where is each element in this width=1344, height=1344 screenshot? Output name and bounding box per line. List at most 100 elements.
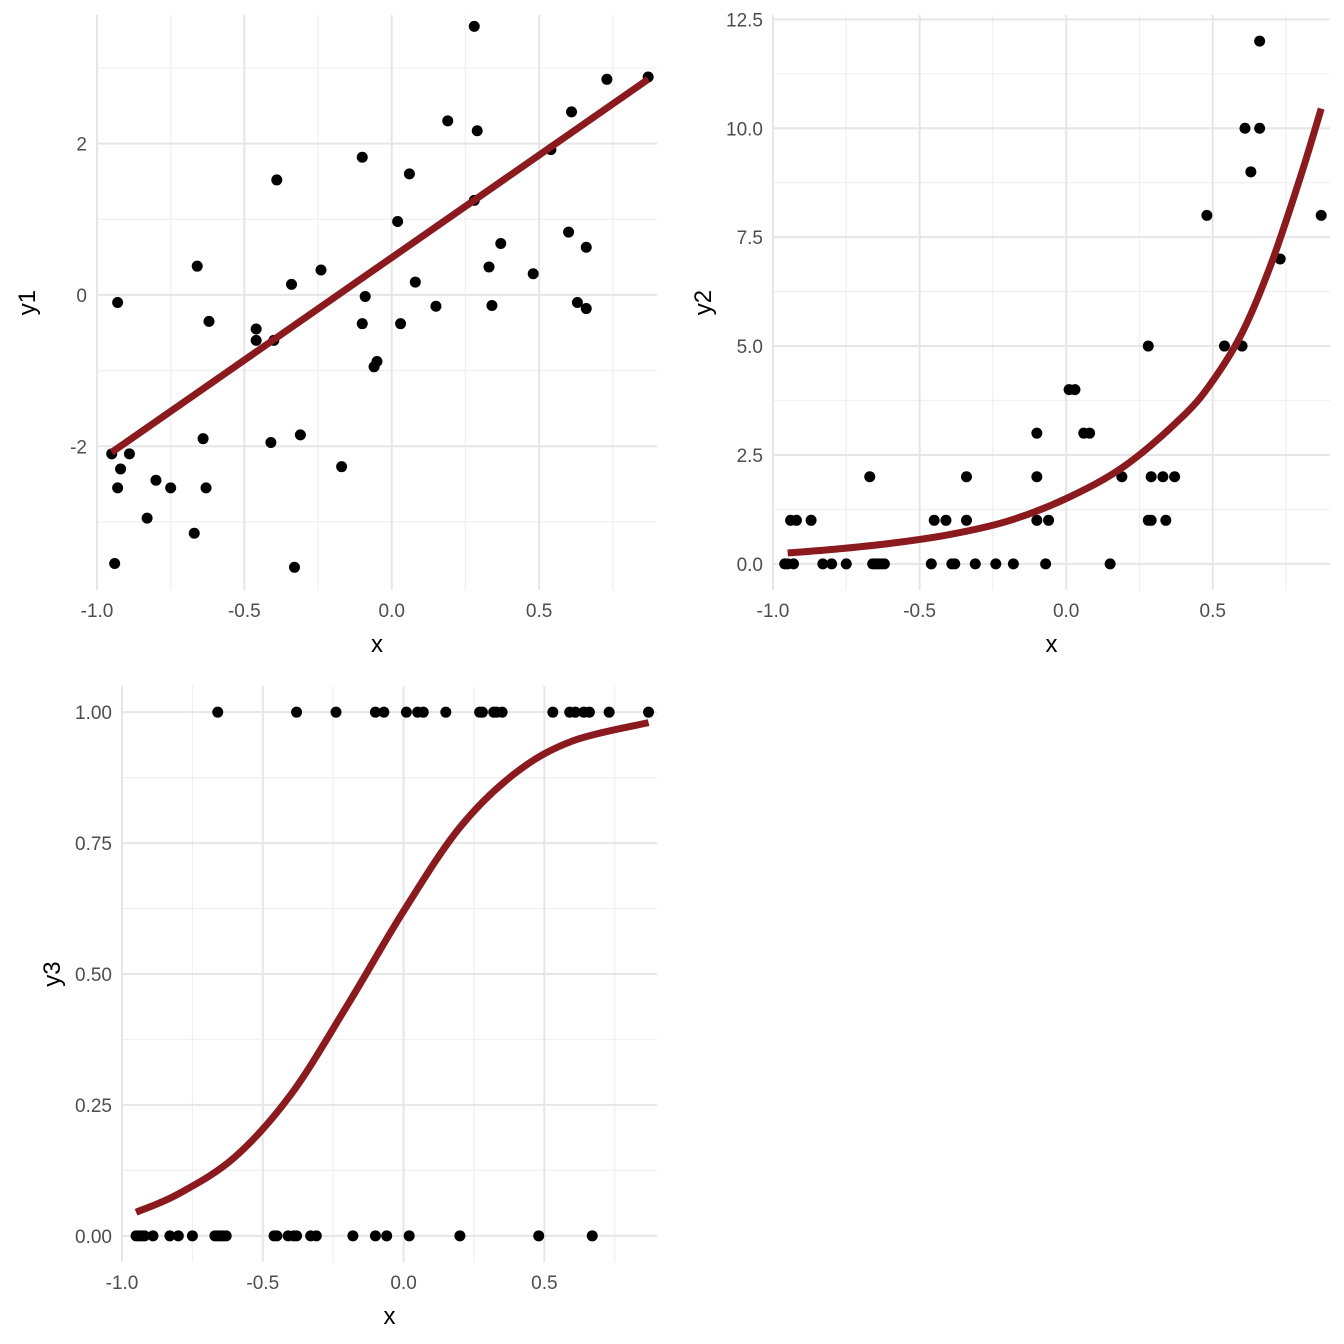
y-tick-label: -2: [70, 437, 87, 458]
data-point: [250, 334, 262, 346]
data-point: [442, 115, 454, 127]
data-point: [356, 318, 368, 330]
y-tick-label: 5.0: [737, 337, 763, 358]
data-point: [817, 558, 829, 570]
data-point: [220, 1230, 232, 1242]
data-point: [403, 168, 415, 180]
data-point: [486, 300, 498, 312]
data-point: [569, 706, 581, 718]
data-point: [1169, 471, 1181, 483]
x-tick-label: 0.5: [1200, 601, 1226, 622]
data-point: [356, 151, 368, 163]
data-point: [265, 436, 277, 448]
data-point: [1157, 471, 1169, 483]
fit-line: [134, 719, 650, 1216]
y-tick-label: 0.0: [737, 555, 763, 576]
data-point: [1142, 340, 1154, 352]
data-point: [395, 318, 407, 330]
data-point: [476, 706, 488, 718]
data-point: [409, 276, 421, 288]
data-point: [392, 216, 404, 228]
data-point: [788, 558, 800, 570]
grid: [772, 15, 1330, 590]
data-point: [495, 237, 507, 249]
data-point: [336, 461, 348, 473]
data-point: [925, 558, 937, 570]
x-axis-title: x: [1046, 631, 1058, 658]
data-points: [779, 35, 1327, 570]
x-tick-label: 0.5: [531, 1273, 557, 1294]
data-point: [805, 514, 817, 526]
y-tick-label: 0.25: [75, 1096, 112, 1117]
y-tick-label: 2: [76, 135, 87, 156]
data-point: [288, 561, 300, 573]
data-point: [212, 706, 224, 718]
data-point: [1239, 122, 1251, 134]
y-tick-label: 2.5: [737, 446, 763, 467]
data-point: [1218, 340, 1230, 352]
y-tick-label: 12.5: [726, 10, 763, 31]
data-point: [1007, 558, 1019, 570]
data-point: [347, 1230, 359, 1242]
data-point: [643, 706, 655, 718]
data-point: [123, 448, 135, 460]
data-point: [826, 558, 838, 570]
x-tick-label: -0.5: [903, 601, 936, 622]
data-point: [1031, 514, 1043, 526]
data-point: [580, 241, 592, 253]
data-point: [109, 558, 121, 570]
data-point: [1084, 427, 1096, 439]
data-point: [840, 558, 852, 570]
data-point: [1145, 514, 1157, 526]
data-point: [547, 706, 559, 718]
data-point: [1245, 166, 1257, 178]
data-point: [1315, 209, 1327, 221]
data-points: [130, 706, 655, 1242]
x-tick-label: -1.0: [757, 601, 790, 622]
panel-y1: -1.0 -0.5 0.0 0.5 -2 0 2 x y1: [14, 15, 657, 658]
fit-line: [787, 107, 1325, 557]
data-point: [483, 261, 495, 273]
data-point: [969, 558, 981, 570]
data-point: [1254, 122, 1266, 134]
data-point: [378, 706, 390, 718]
y-tick-label: 0.00: [75, 1227, 112, 1248]
data-point: [186, 1230, 198, 1242]
data-point: [1043, 514, 1055, 526]
data-point: [533, 1230, 545, 1242]
y-axis-title: y1: [14, 290, 41, 315]
data-point: [203, 315, 215, 327]
data-point: [928, 514, 940, 526]
data-point: [571, 297, 583, 308]
data-point: [580, 303, 592, 315]
data-point: [960, 514, 972, 526]
data-point: [330, 706, 342, 718]
data-point: [381, 1230, 393, 1242]
data-point: [566, 106, 578, 118]
data-point: [294, 429, 306, 441]
y-axis-title: y2: [690, 290, 717, 315]
data-point: [165, 482, 177, 494]
data-point: [403, 1230, 415, 1242]
data-point: [271, 174, 283, 186]
data-point: [369, 1230, 381, 1242]
data-point: [527, 268, 539, 280]
data-point: [359, 290, 371, 302]
data-point: [315, 264, 327, 276]
data-point: [1145, 471, 1157, 483]
data-point: [369, 706, 381, 718]
data-point: [197, 433, 209, 445]
x-tick-label: 0.5: [526, 601, 552, 622]
data-point: [310, 1230, 322, 1242]
data-point: [291, 1230, 303, 1242]
data-point: [188, 527, 200, 539]
y-tick-label: 1.00: [75, 703, 112, 724]
data-point: [141, 512, 153, 524]
fit-line: [109, 76, 651, 456]
data-points: [106, 20, 654, 573]
data-point: [286, 278, 298, 290]
data-point: [115, 463, 127, 475]
grid: [121, 686, 657, 1262]
data-point: [164, 1230, 176, 1242]
